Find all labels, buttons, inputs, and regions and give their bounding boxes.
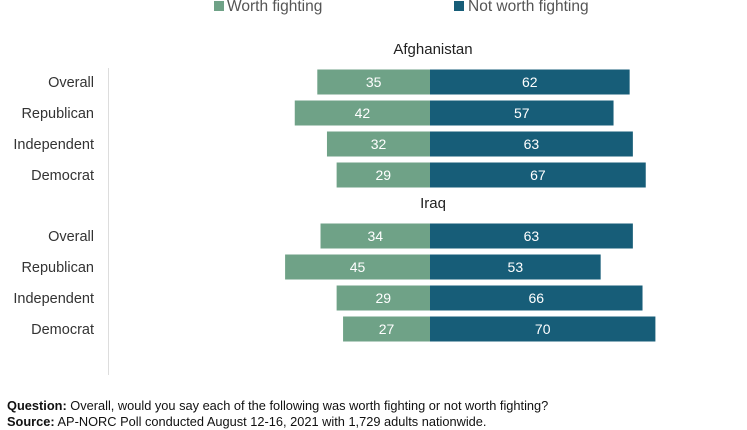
category-label-afghanistan-overall: Overall [48, 75, 94, 91]
bar-not-worth-iraq-republican [430, 254, 601, 280]
bar-worth-iraq-republican [285, 254, 430, 280]
data-label-worth-iraq-democrat: 27 [379, 321, 395, 337]
bar-worth-afghanistan-independent [326, 131, 430, 157]
group-title-iraq: Iraq [420, 195, 446, 212]
bar-worth-iraq-independent [336, 285, 430, 311]
bar-not-worth-afghanistan-overall [430, 69, 630, 95]
bar-worth-afghanistan-democrat [336, 162, 430, 188]
category-label-iraq-overall: Overall [48, 229, 94, 245]
category-label-iraq-independent: Independent [13, 291, 94, 307]
category-label-afghanistan-republican: Republican [21, 106, 94, 122]
diverging-bar-chart: Worth fighting Not worth fighting Afghanis… [13, 0, 656, 375]
bar-not-worth-afghanistan-democrat [430, 162, 646, 188]
bar-worth-afghanistan-overall [317, 69, 430, 95]
data-label-not-worth-afghanistan-democrat: 67 [530, 167, 546, 183]
data-label-worth-iraq-republican: 45 [350, 259, 366, 275]
question-line: Question: Overall, would you say each of… [7, 398, 549, 413]
bar-not-worth-afghanistan-independent [430, 131, 633, 157]
bar-not-worth-iraq-overall [430, 223, 633, 249]
category-label-iraq-republican: Republican [21, 260, 94, 276]
legend-swatch-not-worth [454, 1, 464, 11]
category-label-afghanistan-independent: Independent [13, 137, 94, 153]
bar-not-worth-afghanistan-republican [430, 100, 614, 126]
data-label-not-worth-iraq-overall: 63 [524, 228, 540, 244]
source-line: Source: AP-NORC Poll conducted August 12… [7, 414, 487, 429]
data-label-not-worth-afghanistan-independent: 63 [524, 136, 540, 152]
data-label-worth-afghanistan-independent: 32 [371, 136, 387, 152]
data-label-not-worth-afghanistan-republican: 57 [514, 105, 530, 121]
group-title-afghanistan: Afghanistan [393, 41, 472, 58]
data-label-not-worth-iraq-independent: 66 [528, 290, 544, 306]
data-label-worth-afghanistan-republican: 42 [355, 105, 371, 121]
data-label-not-worth-iraq-republican: 53 [508, 259, 524, 275]
data-label-worth-iraq-independent: 29 [376, 290, 392, 306]
legend-swatch-worth [214, 1, 224, 11]
footer: Question: Overall, would you say each of… [7, 398, 742, 430]
bar-worth-iraq-overall [320, 223, 430, 249]
bar-not-worth-iraq-independent [430, 285, 643, 311]
bar-worth-iraq-democrat [343, 316, 430, 342]
data-label-not-worth-afghanistan-overall: 62 [522, 74, 538, 90]
legend-label-not-worth: Not worth fighting [468, 0, 589, 15]
data-label-worth-iraq-overall: 34 [367, 228, 383, 244]
bar-not-worth-iraq-democrat [430, 316, 656, 342]
data-label-not-worth-iraq-democrat: 70 [535, 321, 551, 337]
category-label-iraq-democrat: Democrat [31, 322, 94, 338]
data-label-worth-afghanistan-democrat: 29 [376, 167, 392, 183]
bar-worth-afghanistan-republican [294, 100, 430, 126]
data-label-worth-afghanistan-overall: 35 [366, 74, 382, 90]
legend-label-worth: Worth fighting [227, 0, 322, 15]
category-label-afghanistan-democrat: Democrat [31, 168, 94, 184]
